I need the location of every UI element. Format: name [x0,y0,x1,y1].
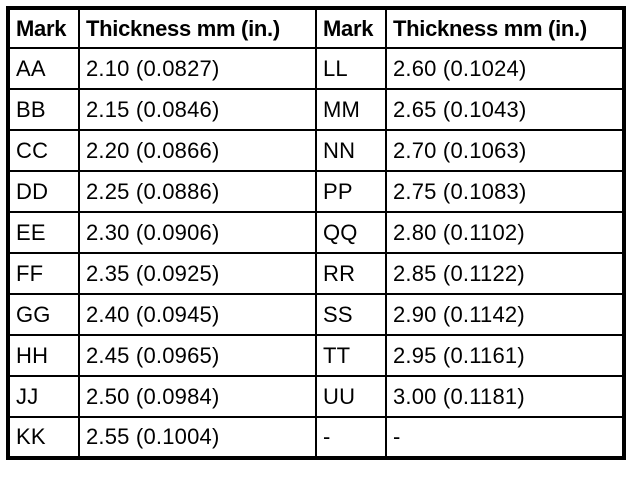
mark-cell-right: NN [315,129,387,172]
mark-cell-right: QQ [315,211,387,254]
mark-cell-left: CC [7,129,80,172]
thickness-cell-left: 2.45 (0.0965) [78,334,317,377]
table-row: DD 2.25 (0.0886) PP 2.75 (0.1083) [7,170,625,213]
thickness-cell-left: 2.55 (0.1004) [78,416,317,459]
thickness-cell-left: 2.35 (0.0925) [78,252,317,295]
mark-cell-right: SS [315,293,387,336]
mark-cell-right: UU [315,375,387,418]
thickness-cell-right: 2.85 (0.1122) [385,252,625,295]
mark-cell-left: FF [7,252,80,295]
mark-cell-right: - [315,416,387,459]
table-row: GG 2.40 (0.0945) SS 2.90 (0.1142) [7,293,625,336]
thickness-cell-left: 2.40 (0.0945) [78,293,317,336]
header-row: Mark Thickness mm (in.) Mark Thickness m… [7,7,625,49]
thickness-cell-right: 2.60 (0.1024) [385,47,625,90]
thickness-cell-right: 2.65 (0.1043) [385,88,625,131]
header-mark-right: Mark [315,7,387,49]
table-row: EE 2.30 (0.0906) QQ 2.80 (0.1102) [7,211,625,254]
mark-cell-right: LL [315,47,387,90]
thickness-table: Mark Thickness mm (in.) Mark Thickness m… [6,6,626,460]
mark-cell-left: AA [7,47,80,90]
table-row: JJ 2.50 (0.0984) UU 3.00 (0.1181) [7,375,625,418]
mark-cell-right: RR [315,252,387,295]
table-row: CC 2.20 (0.0866) NN 2.70 (0.1063) [7,129,625,172]
thickness-cell-left: 2.20 (0.0866) [78,129,317,172]
thickness-cell-right: 2.75 (0.1083) [385,170,625,213]
mark-cell-left: BB [7,88,80,131]
thickness-cell-left: 2.10 (0.0827) [78,47,317,90]
header-thickness-left: Thickness mm (in.) [78,7,317,49]
thickness-cell-left: 2.25 (0.0886) [78,170,317,213]
mark-cell-left: GG [7,293,80,336]
thickness-cell-right: 3.00 (0.1181) [385,375,625,418]
thickness-cell-right: 2.90 (0.1142) [385,293,625,336]
thickness-cell-left: 2.50 (0.0984) [78,375,317,418]
thickness-cell-right: 2.95 (0.1161) [385,334,625,377]
header-mark-left: Mark [7,7,80,49]
table-row: FF 2.35 (0.0925) RR 2.85 (0.1122) [7,252,625,295]
table-row: KK 2.55 (0.1004) - - [7,416,625,459]
table-row: HH 2.45 (0.0965) TT 2.95 (0.1161) [7,334,625,377]
table-row: AA 2.10 (0.0827) LL 2.60 (0.1024) [7,47,625,90]
mark-cell-left: HH [7,334,80,377]
thickness-cell-right: 2.80 (0.1102) [385,211,625,254]
header-thickness-right: Thickness mm (in.) [385,7,625,49]
thickness-cell-right: - [385,416,625,459]
mark-cell-left: JJ [7,375,80,418]
mark-cell-left: EE [7,211,80,254]
thickness-cell-left: 2.30 (0.0906) [78,211,317,254]
mark-cell-left: DD [7,170,80,213]
mark-cell-right: PP [315,170,387,213]
mark-cell-right: TT [315,334,387,377]
thickness-cell-left: 2.15 (0.0846) [78,88,317,131]
table-body: AA 2.10 (0.0827) LL 2.60 (0.1024) BB 2.15 (0.… [7,47,625,459]
mark-cell-right: MM [315,88,387,131]
table-header: Mark Thickness mm (in.) Mark Thickness m… [7,7,625,49]
table-row: BB 2.15 (0.0846) MM 2.65 (0.1043) [7,88,625,131]
mark-cell-left: KK [7,416,80,459]
thickness-cell-right: 2.70 (0.1063) [385,129,625,172]
